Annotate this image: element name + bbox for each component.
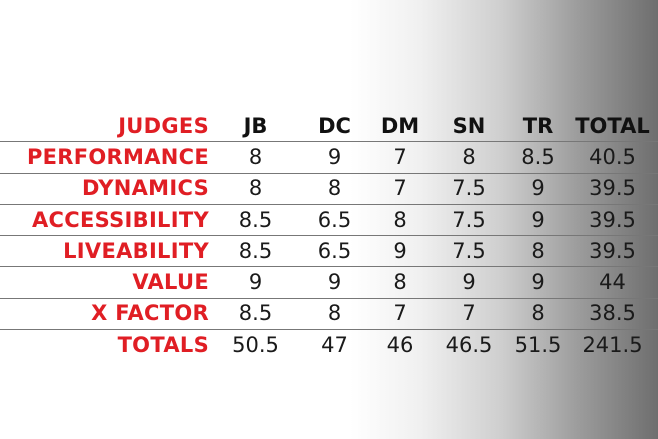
score-cell: 7 [371,173,429,205]
score-cell: 6.5 [298,235,371,268]
score-cell: 8.5 [213,235,298,268]
score-cell: 8 [298,173,371,205]
table-row-value: VALUE 9 9 8 9 9 44 [0,266,658,299]
score-cell: 7.5 [429,173,509,205]
row-label: ACCESSIBILITY [0,204,213,237]
score-cell: 8.5 [213,298,298,331]
score-cell: 7 [371,141,429,174]
row-label: DYNAMICS [0,173,213,205]
total-cell: 39.5 [567,173,658,205]
score-cell: 8 [213,141,298,174]
score-cell: 9 [429,266,509,299]
row-label: LIVEABILITY [0,235,213,268]
column-header-total: TOTAL [567,111,658,143]
score-cell: 9 [298,141,371,174]
header-row: JUDGES JB DC DM SN TR TOTAL [0,111,658,143]
score-cell: 46.5 [445,332,493,357]
total-cell: 40.5 [567,141,658,174]
table-row-performance: PERFORMANCE 8 9 7 8 8.5 40.5 [0,141,658,174]
column-header-dm: DM [371,111,429,143]
score-cell: 47 [321,332,348,357]
table-row-accessibility: ACCESSIBILITY 8.5 6.5 8 7.5 9 39.5 [0,204,658,237]
judges-score-table: JUDGES JB DC DM SN TR TOTAL PERFORMANCE … [0,111,658,360]
score-cell: 9 [509,204,567,237]
score-cell: 9 [509,266,567,299]
table-row-dynamics: DYNAMICS 8 8 7 7.5 9 39.5 [0,173,658,205]
column-header-sn: SN [429,111,509,143]
score-cell: 8 [429,141,509,174]
score-cell: 8 [371,266,429,299]
score-cell: 8 [298,298,371,331]
score-cell: 7.5 [429,204,509,237]
table-row-liveability: LIVEABILITY 8.5 6.5 9 7.5 8 39.5 [0,235,658,268]
total-cell: 39.5 [567,204,658,237]
score-cell: 8.5 [213,204,298,237]
row-label: TOTALS [117,332,209,357]
row-label: X FACTOR [0,298,213,331]
score-cell: 8 [509,235,567,268]
total-cell: 39.5 [567,235,658,268]
score-cell: 8 [371,204,429,237]
column-header-dc: DC [298,111,371,143]
score-cell: 9 [298,266,371,299]
score-cell: 9 [213,266,298,299]
score-cell: 51.5 [514,332,562,357]
score-cell: 8.5 [509,141,567,174]
score-cell: 7 [371,298,429,331]
column-header-jb: JB [213,111,298,143]
score-cell: 8 [509,298,567,331]
row-label: PERFORMANCE [0,141,213,174]
total-cell: 38.5 [567,298,658,331]
column-header-tr: TR [509,111,567,143]
score-cell: 7.5 [429,235,509,268]
table-row-totals: TOTALS 50.5 47 46 46.5 51.5 241.5 [0,330,658,361]
score-cell: 7 [429,298,509,331]
row-label: VALUE [0,266,213,299]
score-cell: 50.5 [232,332,279,357]
total-cell: 241.5 [582,332,643,357]
score-cell: 6.5 [298,204,371,237]
score-cell: 8 [213,173,298,205]
score-cell: 9 [371,235,429,268]
score-cell: 46 [386,332,414,357]
judges-header-label: JUDGES [0,111,213,143]
total-cell: 44 [567,266,658,299]
table-row-x-factor: X FACTOR 8.5 8 7 7 8 38.5 [0,298,658,331]
score-cell: 9 [509,173,567,205]
